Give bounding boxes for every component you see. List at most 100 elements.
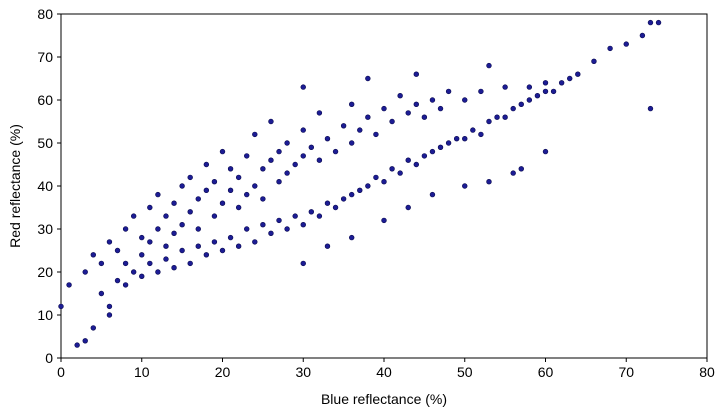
point [365,75,371,82]
point [187,174,193,181]
point [542,148,549,155]
point [260,196,266,202]
point [179,247,185,254]
point [235,243,242,249]
point [324,136,331,142]
point [389,118,395,125]
point [340,196,347,202]
point [349,140,355,146]
point [421,114,428,120]
point [526,84,533,90]
point [462,97,468,103]
point [82,269,88,275]
point [227,187,234,194]
point [235,174,242,181]
point [429,148,436,155]
point [195,226,201,232]
point [114,247,121,254]
point [567,75,573,82]
point [74,342,80,348]
point [349,234,355,241]
point [502,84,508,90]
point [268,157,274,163]
point [163,243,169,249]
point [486,62,492,69]
point [139,234,145,241]
point [413,101,419,108]
y-tick-label: 50 [37,135,53,151]
point [130,269,137,275]
point [252,239,258,245]
point [316,157,323,163]
point [203,187,210,194]
point [607,45,613,52]
point [252,131,258,138]
point [155,269,161,275]
point [357,187,363,194]
y-tick-label: 80 [37,6,53,22]
point [98,260,105,267]
point [437,105,444,112]
point [268,230,274,237]
point [235,204,242,211]
point [179,222,185,228]
x-tick-label: 80 [699,364,715,380]
point [308,209,315,215]
point [292,161,298,168]
point [260,166,266,172]
x-tick-label: 10 [134,364,150,380]
point [542,80,549,86]
point [316,213,323,219]
point [106,239,113,245]
x-tick-label: 30 [295,364,311,380]
point [470,127,476,133]
x-tick-label: 40 [376,364,392,380]
point [405,157,411,163]
point [211,213,218,219]
point [203,161,210,168]
point [211,239,218,245]
point [397,170,403,176]
point [252,183,258,189]
point [373,131,379,138]
point [324,200,331,206]
point [421,153,428,159]
x-tick-label: 50 [457,364,473,380]
point [655,19,662,26]
point [284,140,290,146]
point [163,256,169,262]
point [171,230,177,237]
point [276,217,282,224]
x-tick-label: 70 [618,364,634,380]
point [260,222,266,228]
point [445,140,452,146]
point [90,252,97,258]
point [227,234,234,241]
point [106,303,113,310]
point [381,105,387,112]
point [187,260,193,267]
point [357,127,363,133]
point [405,204,411,211]
point [526,97,533,103]
point [518,166,524,172]
point [575,71,581,77]
y-tick-label: 0 [45,350,53,366]
point [244,226,250,232]
y-axis-label: Red reflectance (%) [7,124,23,248]
point [130,213,137,219]
point [462,136,468,142]
point [437,144,444,151]
point [486,179,492,185]
point [349,101,355,108]
point [106,312,113,318]
point [429,191,436,198]
point [365,183,371,189]
point [58,303,64,310]
point [445,88,452,95]
point [381,179,387,185]
y-tick-label: 60 [37,92,53,108]
point [147,239,153,245]
point [284,226,290,232]
point [300,260,306,267]
